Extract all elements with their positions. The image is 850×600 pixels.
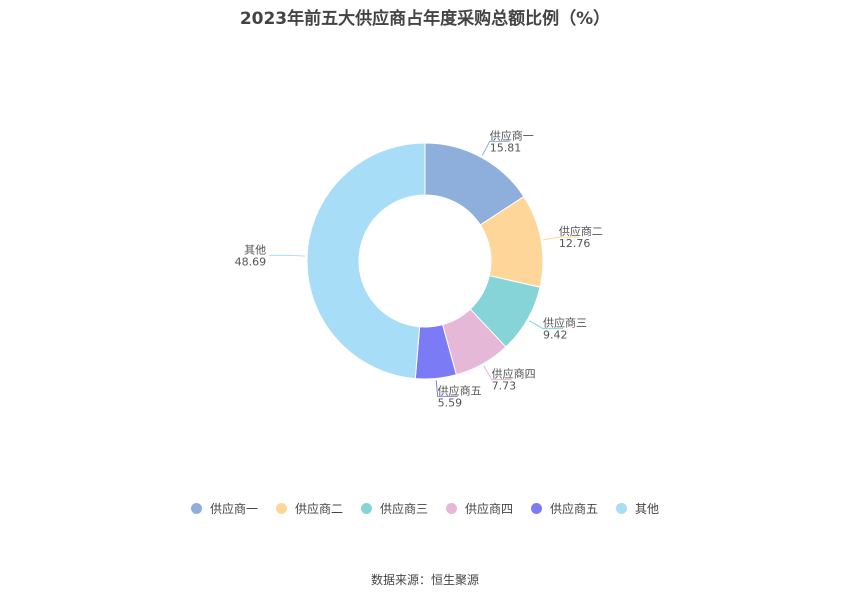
slice-value-label: 7.73 bbox=[492, 380, 517, 393]
slice-value-label: 9.42 bbox=[543, 329, 568, 342]
legend-label: 供应商二 bbox=[294, 502, 343, 516]
leader-line-5 bbox=[435, 380, 458, 397]
legend-marker bbox=[446, 503, 457, 514]
leader-line-3 bbox=[528, 320, 564, 330]
chart-title: 2023年前五大供应商占年度采购总额比例（%） bbox=[239, 9, 611, 29]
legend-item[interactable]: 供应商四 bbox=[446, 500, 513, 517]
leader-line-6 bbox=[269, 254, 306, 257]
legend-label: 供应商四 bbox=[465, 502, 514, 516]
legend-label: 供应商一 bbox=[209, 502, 258, 516]
slice-name-label: 供应商四 bbox=[492, 367, 536, 381]
legend-item[interactable]: 供应商二 bbox=[275, 500, 343, 517]
slice-value-label: 15.81 bbox=[490, 141, 522, 154]
legend-label: 供应商三 bbox=[379, 502, 428, 516]
legend-item[interactable]: 其他 bbox=[616, 500, 659, 517]
leader-line-1 bbox=[481, 140, 510, 156]
slice-name-label: 供应商二 bbox=[559, 224, 603, 238]
slice-value-label: 12.76 bbox=[559, 237, 591, 250]
legend-label: 供应商五 bbox=[550, 502, 599, 516]
legend-marker bbox=[531, 503, 543, 514]
legend-item[interactable]: 供应商五 bbox=[531, 500, 598, 517]
pie-slice-6[interactable] bbox=[306, 142, 426, 380]
leader-line-2 bbox=[543, 236, 579, 241]
slice-name-label: 其他 bbox=[244, 243, 266, 256]
data-source-note: 数据来源：恒生聚源 bbox=[370, 573, 479, 587]
slice-name-label: 供应商三 bbox=[543, 316, 587, 330]
legend-label: 其他 bbox=[635, 502, 660, 516]
chart-legend: 供应商一 供应商二 供应商三 供应商四 供应商五 其他 bbox=[0, 500, 850, 517]
slice-name-label: 供应商五 bbox=[438, 383, 482, 397]
legend-marker bbox=[616, 503, 628, 514]
slice-value-label: 5.59 bbox=[438, 396, 463, 409]
leader-line-4 bbox=[483, 365, 512, 381]
legend-marker bbox=[360, 503, 372, 514]
slice-name-label: 供应商一 bbox=[490, 128, 534, 142]
legend-marker bbox=[190, 503, 202, 514]
slice-value-label: 48.69 bbox=[235, 255, 267, 268]
legend-item[interactable]: 供应商一 bbox=[190, 500, 258, 517]
legend-item[interactable]: 供应商三 bbox=[360, 500, 428, 517]
legend-marker bbox=[275, 503, 287, 514]
